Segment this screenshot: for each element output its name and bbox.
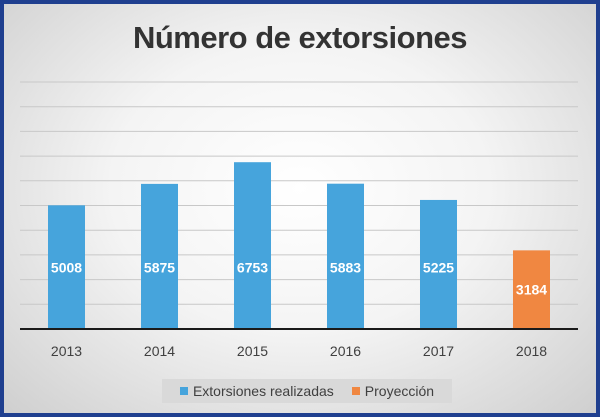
bar-2013-series-0 xyxy=(48,205,85,329)
data-label-2018-series-1: 3184 xyxy=(516,282,547,298)
x-tick-label-2015: 2015 xyxy=(237,343,268,359)
bar-2015-series-0 xyxy=(234,162,271,329)
x-tick-label-2016: 2016 xyxy=(330,343,361,359)
data-label-2014-series-0: 5875 xyxy=(144,259,175,275)
x-tick-label-2017: 2017 xyxy=(423,343,454,359)
x-tick-label-2018: 2018 xyxy=(516,343,547,359)
data-label-2013-series-0: 5008 xyxy=(51,259,82,275)
bar-2016-series-0 xyxy=(327,183,364,329)
legend-item-realizadas: Extorsiones realizadas xyxy=(179,383,334,399)
chart-plot: 5008 2013 5875 2014 6753 2015 5883 2016 5225 2017… xyxy=(20,81,578,359)
x-tick-label-2014: 2014 xyxy=(144,343,175,359)
data-label-2017-series-0: 5225 xyxy=(423,259,454,275)
data-label-2016-series-0: 5883 xyxy=(330,259,361,275)
data-label-2015-series-0: 6753 xyxy=(237,259,268,275)
legend-item-proyeccion: Proyección xyxy=(351,383,435,399)
chart-title: Número de extorsiones xyxy=(132,20,468,55)
legend-label-realizadas: Extorsiones realizadas xyxy=(192,383,334,399)
x-tick-label-2013: 2013 xyxy=(51,343,82,359)
legend-label-proyeccion: Proyección xyxy=(364,383,435,399)
legend-swatch-realizadas xyxy=(179,387,188,395)
legend-swatch-proyeccion xyxy=(351,387,360,395)
bar-2017-series-0 xyxy=(420,199,457,329)
bar-2014-series-0 xyxy=(141,183,178,329)
bar-2018-series-1 xyxy=(513,250,550,329)
legend: Extorsiones realizadas Proyección xyxy=(162,379,452,403)
